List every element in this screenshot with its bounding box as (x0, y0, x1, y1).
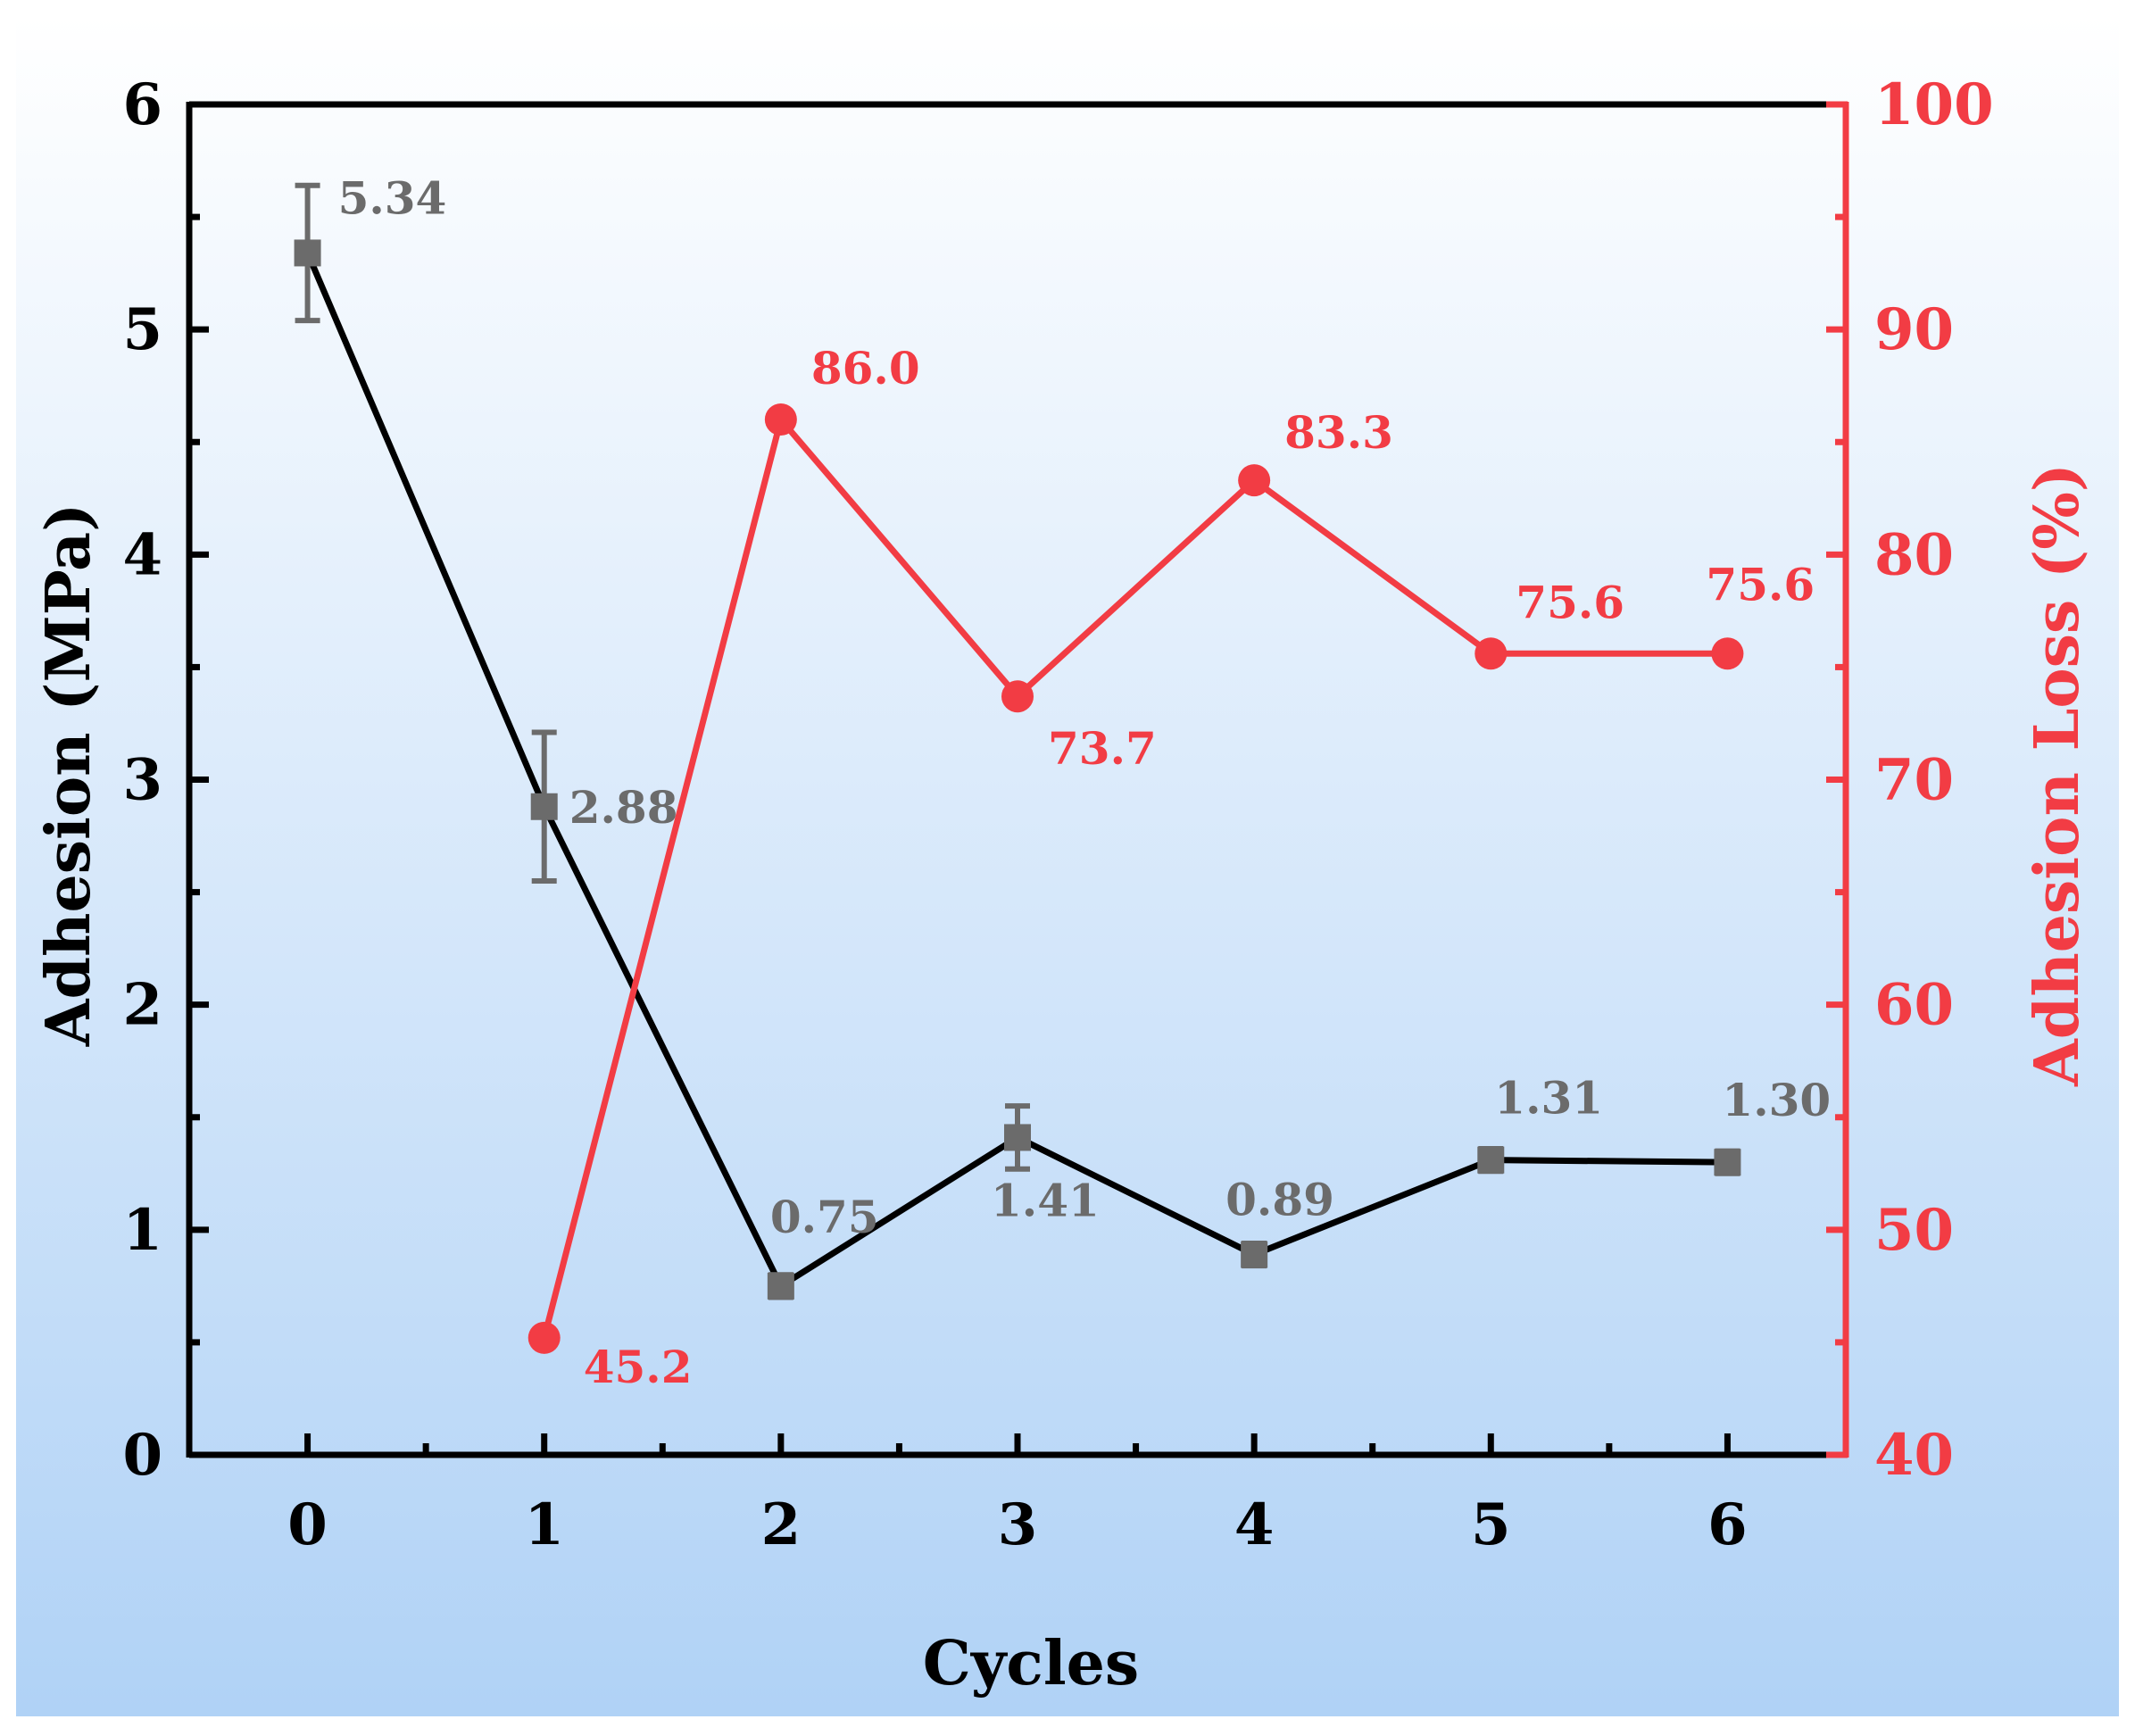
adhesion-point (294, 239, 321, 267)
x-tick-label: 4 (1234, 1491, 1275, 1558)
adhesion-point (1477, 1146, 1505, 1174)
adhesion-data-label: 5.34 (338, 171, 447, 224)
adhesion-loss-data-label: 86.0 (811, 342, 920, 395)
adhesion-loss-point (1475, 637, 1508, 670)
x-tick-label: 6 (1707, 1491, 1748, 1558)
left-tick-label: 0 (122, 1422, 162, 1489)
x-tick-label: 0 (287, 1491, 328, 1558)
data-labels: 5.34 2.88 0.75 1.41 0.89 1.31 1.30 45.2 86.0 73.7… (338, 171, 1832, 1392)
adhesion-loss-point (528, 1321, 561, 1354)
adhesion-loss-point (764, 403, 797, 436)
plot-series (294, 182, 1744, 1354)
right-tick-label: 90 (1874, 296, 1954, 363)
x-tick-label: 3 (998, 1491, 1038, 1558)
left-tick-label: 6 (122, 71, 162, 138)
adhesion-data-label: 1.41 (991, 1174, 1100, 1226)
adhesion-data-label: 1.31 (1494, 1072, 1603, 1125)
adhesion-loss-line (541, 416, 1728, 1339)
right-tick-label: 40 (1874, 1422, 1954, 1489)
adhesion-data-label: 1.30 (1722, 1074, 1831, 1126)
left-tick-label: 2 (122, 972, 162, 1039)
adhesion-loss-data-label: 75.6 (1706, 558, 1815, 611)
right-tick-label: 100 (1874, 71, 1994, 138)
adhesion-point (767, 1272, 794, 1300)
x-axis-title: Cycles (923, 1628, 1139, 1699)
left-tick-label: 4 (122, 521, 162, 588)
adhesion-loss-data-label: 75.6 (1516, 576, 1624, 628)
adhesion-loss-data-label: 83.3 (1284, 406, 1393, 459)
adhesion-loss-data-label: 45.2 (584, 1341, 693, 1393)
left-y-axis-title: Adhesion (MPa) (33, 503, 104, 1048)
right-tick-label: 50 (1874, 1197, 1954, 1264)
x-tick-label: 1 (524, 1491, 564, 1558)
adhesion-point (530, 793, 558, 820)
adhesion-loss-point (1711, 637, 1744, 670)
x-tick-label: 2 (761, 1491, 802, 1558)
right-tick-label: 60 (1874, 972, 1954, 1039)
chart-background (16, 16, 2119, 1716)
adhesion-data-label: 0.75 (770, 1191, 879, 1243)
adhesion-loss-point (1001, 680, 1034, 713)
left-tick-label: 5 (122, 296, 162, 363)
right-tick-label: 80 (1874, 521, 1954, 588)
adhesion-point (1714, 1149, 1741, 1176)
right-y-axis-title: Adhesion Loss (%) (2022, 463, 2093, 1087)
adhesion-point (1241, 1241, 1268, 1268)
left-tick-label: 1 (122, 1197, 162, 1264)
right-tick-label: 70 (1874, 747, 1954, 814)
adhesion-data-label: 2.88 (569, 781, 678, 834)
adhesion-loss-data-label: 73.7 (1048, 722, 1157, 775)
adhesion-loss-point (1238, 464, 1271, 497)
adhesion-data-label: 0.89 (1225, 1174, 1334, 1226)
adhesion-point (1004, 1124, 1031, 1151)
x-tick-label: 5 (1471, 1491, 1511, 1558)
left-tick-label: 3 (122, 747, 162, 814)
